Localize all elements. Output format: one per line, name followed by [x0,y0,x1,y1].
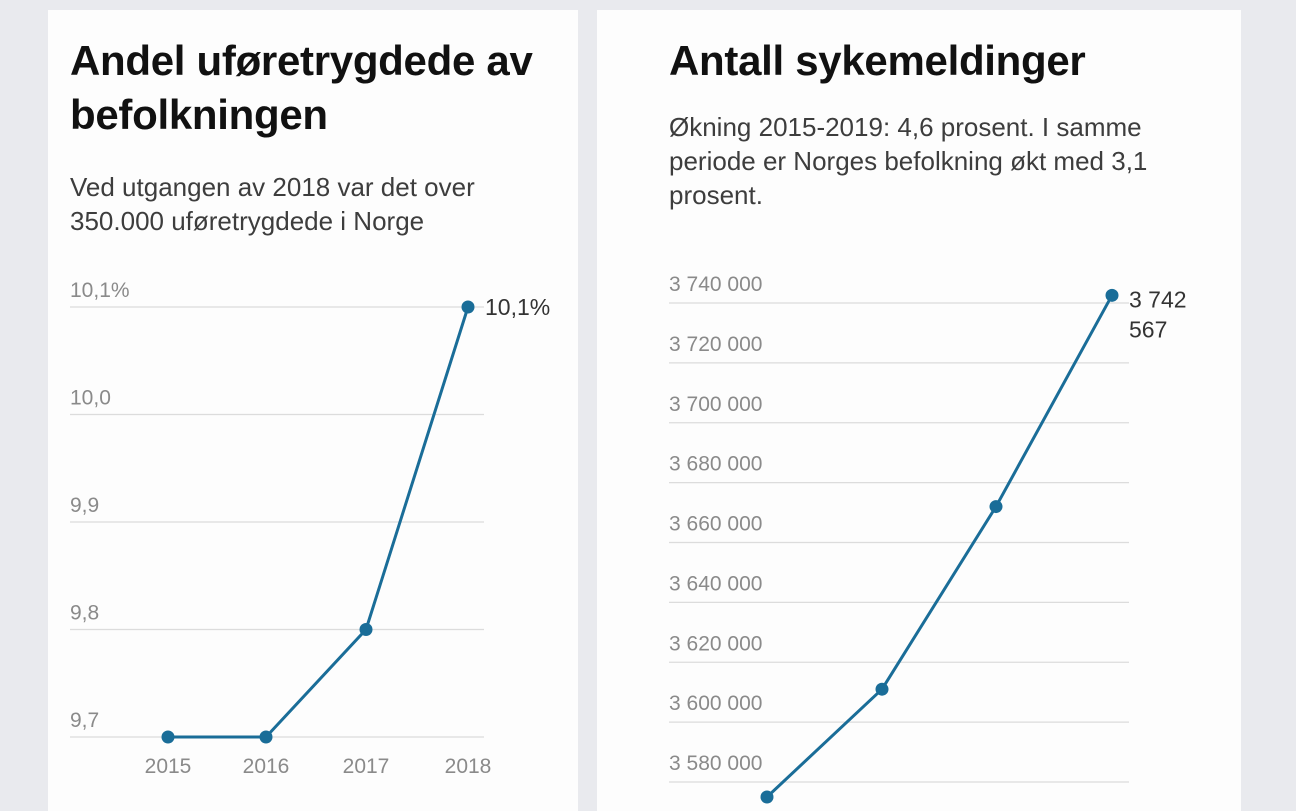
y-tick-label: 9,9 [70,494,99,517]
data-point [161,730,175,744]
y-tick-label: 3 680 000 [669,453,762,476]
data-point [259,730,273,744]
series-line [168,306,470,739]
disability-line-chart: 9,7 9,8 9,9 10,0 10,1% 2015 2016 2017 2018 10,1% [70,279,550,778]
y-tick-label: 3 620 000 [669,632,762,655]
x-tick-label: 2015 [145,755,192,778]
data-point [1105,288,1119,302]
x-tick-label: 2016 [243,755,290,778]
end-value-label: 10,1% [485,294,550,320]
y-tick-label: 9,7 [70,709,99,732]
y-tick-label: 3 720 000 [669,333,762,356]
y-tick-label: 10,0 [70,387,111,410]
y-tick-label: 3 640 000 [669,572,762,595]
y-tick-label: 10,1% [70,279,130,302]
end-value-label: 3 742 567 [1129,286,1187,342]
chart-panel-disability: Andel uføretrygdede av befolkningen Ved … [48,10,578,811]
chart-title: Andel uføretrygdede av befolkningen [70,37,533,138]
data-point [760,790,774,804]
data-point [989,500,1003,514]
y-tick-label: 9,8 [70,602,99,625]
sick-leave-line-chart: 3 580 000 3 600 000 3 620 000 3 640 000 3 66… [669,273,1187,804]
end-value-label-line: 3 742 [1129,286,1187,312]
y-tick-label: 3 700 000 [669,393,762,416]
chart-subtitle: Økning 2015-2019: 4,6 prosent. I samme p… [669,112,1148,210]
data-point [461,300,475,314]
end-value-label-line: 567 [1129,316,1167,342]
y-tick-label: 3 580 000 [669,752,762,775]
data-point [359,623,373,636]
x-tick-label: 2017 [343,755,390,778]
chart-panel-sick-leave: Antall sykemeldinger Økning 2015-2019: 4… [597,10,1241,811]
y-tick-label: 3 660 000 [669,513,762,536]
series-line [765,294,1114,799]
data-point [875,682,889,696]
chart-title: Antall sykemeldinger [669,37,1086,84]
y-tick-label: 3 600 000 [669,692,762,715]
y-tick-label: 3 740 000 [669,273,762,296]
chart-subtitle: Ved utgangen av 2018 var det over 350.00… [70,172,475,236]
x-tick-label: 2018 [445,755,492,778]
